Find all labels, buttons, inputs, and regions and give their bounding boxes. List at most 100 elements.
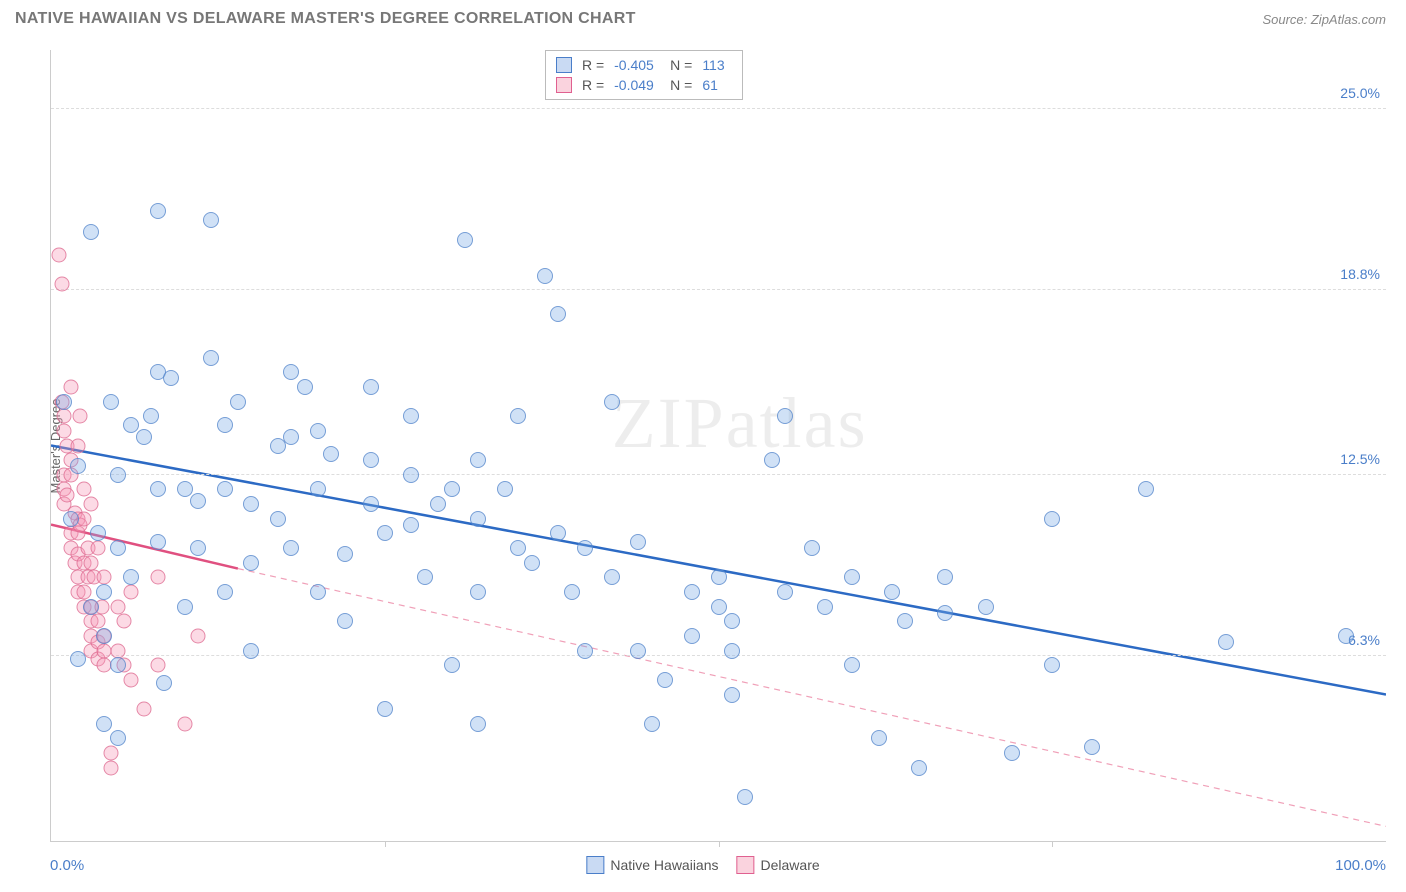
scatter-point: [537, 268, 553, 284]
legend-label: Native Hawaiians: [610, 857, 718, 873]
scatter-point: [110, 643, 125, 658]
x-axis-max-label: 100.0%: [1335, 857, 1386, 874]
scatter-point: [937, 569, 953, 585]
scatter-point: [283, 364, 299, 380]
scatter-point: [70, 438, 85, 453]
scatter-point: [190, 628, 205, 643]
scatter-point: [564, 584, 580, 600]
scatter-point: [270, 511, 286, 527]
scatter-point: [70, 458, 86, 474]
scatter-point: [177, 599, 193, 615]
scatter-point: [63, 511, 79, 527]
scatter-point: [150, 658, 165, 673]
scatter-point: [96, 628, 112, 644]
scatter-point: [444, 657, 460, 673]
scatter-point: [203, 212, 219, 228]
scatter-point: [417, 569, 433, 585]
scatter-point: [124, 584, 139, 599]
plot-area: ZIPatlas R =-0.405N =113R =-0.049N =61 6…: [50, 50, 1386, 842]
scatter-point: [577, 540, 593, 556]
scatter-point: [711, 599, 727, 615]
scatter-point: [604, 394, 620, 410]
scatter-point: [604, 569, 620, 585]
scatter-point: [96, 584, 112, 600]
scatter-point: [150, 481, 166, 497]
scatter-point: [310, 423, 326, 439]
scatter-point: [1044, 511, 1060, 527]
scatter-point: [84, 497, 99, 512]
scatter-point: [630, 643, 646, 659]
scatter-point: [497, 481, 513, 497]
scatter-point: [310, 481, 326, 497]
scatter-point: [844, 569, 860, 585]
scatter-point: [1084, 739, 1100, 755]
scatter-point: [550, 525, 566, 541]
scatter-point: [724, 613, 740, 629]
scatter-point: [711, 569, 727, 585]
x-axis-min-label: 0.0%: [50, 857, 84, 874]
scatter-point: [230, 394, 246, 410]
scatter-point: [684, 584, 700, 600]
scatter-point: [77, 584, 92, 599]
scatter-point: [630, 534, 646, 550]
scatter-point: [737, 789, 753, 805]
scatter-point: [52, 248, 67, 263]
scatter-point: [403, 467, 419, 483]
scatter-point: [430, 496, 446, 512]
stats-legend-box: R =-0.405N =113R =-0.049N =61: [545, 50, 743, 100]
scatter-point: [110, 730, 126, 746]
scatter-point: [871, 730, 887, 746]
scatter-point: [470, 511, 486, 527]
swatch-icon: [556, 77, 572, 93]
gridline-h: [51, 289, 1386, 290]
scatter-point: [310, 584, 326, 600]
scatter-point: [137, 702, 152, 717]
scatter-point: [84, 555, 99, 570]
n-value: 61: [702, 77, 732, 93]
stats-row: R =-0.405N =113: [556, 55, 732, 75]
scatter-point: [323, 446, 339, 462]
scatter-point: [510, 540, 526, 556]
scatter-point: [124, 672, 139, 687]
scatter-point: [524, 555, 540, 571]
scatter-point: [177, 716, 192, 731]
scatter-point: [156, 675, 172, 691]
n-value: 113: [702, 57, 732, 73]
scatter-point: [217, 417, 233, 433]
scatter-point: [90, 614, 105, 629]
scatter-point: [97, 570, 112, 585]
scatter-point: [73, 409, 88, 424]
scatter-point: [70, 651, 86, 667]
scatter-point: [550, 306, 566, 322]
scatter-point: [377, 525, 393, 541]
scatter-point: [56, 394, 72, 410]
scatter-point: [724, 687, 740, 703]
gridline-h: [51, 108, 1386, 109]
scatter-point: [104, 760, 119, 775]
scatter-point: [83, 599, 99, 615]
scatter-point: [57, 423, 72, 438]
scatter-point: [177, 481, 193, 497]
scatter-point: [337, 613, 353, 629]
scatter-point: [363, 496, 379, 512]
r-label: R =: [582, 77, 604, 93]
scatter-point: [403, 408, 419, 424]
scatter-point: [77, 511, 92, 526]
r-label: R =: [582, 57, 604, 73]
scatter-point: [377, 701, 393, 717]
x-tick: [385, 841, 386, 847]
scatter-point: [283, 540, 299, 556]
scatter-point: [297, 379, 313, 395]
regression-lines: [51, 50, 1386, 841]
legend-item: Native Hawaiians: [586, 856, 718, 874]
legend-item: Delaware: [737, 856, 820, 874]
scatter-point: [510, 408, 526, 424]
swatch-icon: [586, 856, 604, 874]
scatter-point: [844, 657, 860, 673]
scatter-point: [337, 546, 353, 562]
scatter-point: [110, 540, 126, 556]
scatter-point: [243, 643, 259, 659]
scatter-point: [96, 716, 112, 732]
scatter-point: [110, 467, 126, 483]
scatter-point: [90, 541, 105, 556]
